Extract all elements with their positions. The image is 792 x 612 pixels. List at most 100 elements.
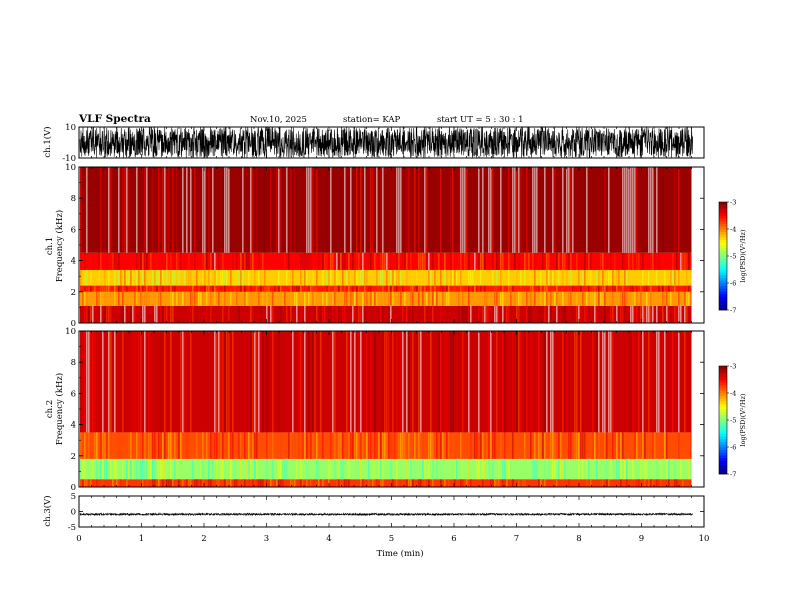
ch1-spectrogram-column xyxy=(280,285,282,292)
ch1-spectrogram-column xyxy=(96,291,98,306)
ch1-spectrogram-column xyxy=(626,167,628,253)
ch1-colorbar-swatch xyxy=(719,212,727,216)
ch2-spectrogram-column xyxy=(380,331,382,433)
ch1-spectrogram-column xyxy=(658,252,660,270)
ch2-spectrogram-column xyxy=(192,458,194,480)
ch2-spectrogram-column xyxy=(88,331,90,433)
ch2-spectrogram-column xyxy=(474,432,476,459)
ch1-spectrogram-column xyxy=(604,291,606,306)
ch1-spectrogram-column xyxy=(88,285,90,292)
ch1-spectrogram-column xyxy=(168,167,170,253)
ch2-spectrogram-column xyxy=(664,432,666,459)
ch2-spectrogram-column xyxy=(418,479,420,487)
ch1-spectrogram-column xyxy=(542,252,544,270)
ch2-spectrogram-column xyxy=(188,432,190,459)
ch1-spectrogram-column xyxy=(612,252,614,270)
ch1-spectrogram-column xyxy=(640,291,642,306)
ch2-spectrogram-column xyxy=(156,479,158,487)
ch1-spectrogram-column xyxy=(236,269,238,286)
ch2-spectrogram-column xyxy=(550,432,552,459)
ch1-spectrogram-column xyxy=(422,252,424,270)
ch2-spectrogram-column xyxy=(252,432,254,459)
time-axis-label: Time (min) xyxy=(376,548,423,559)
ch2-spectrogram-column xyxy=(280,432,282,459)
ch1-spectrogram-column xyxy=(398,269,400,286)
ch1-spectrogram-column xyxy=(538,285,540,292)
ch2-spectrogram-column xyxy=(208,458,210,480)
ch2-spectrogram-column xyxy=(346,479,348,487)
ch1-spectrogram-column xyxy=(148,167,150,253)
ch2-spectrogram-column xyxy=(212,479,214,487)
ch1-spectrogram-column xyxy=(584,167,586,253)
ch1-spectrogram-column xyxy=(550,291,552,306)
ch1-spectrogram-column xyxy=(642,305,644,323)
ch2-spectrogram-column xyxy=(392,432,394,459)
ch2-spectrogram-column xyxy=(476,458,478,480)
ch2-spectrogram-column xyxy=(280,458,282,480)
ch2-spectrogram-column xyxy=(360,432,362,459)
ch2-spectrogram-column xyxy=(254,458,256,480)
ch2-spectrogram-column xyxy=(372,479,374,487)
ch1-spectrogram-column xyxy=(290,269,292,286)
ch1-spectrogram-column xyxy=(286,269,288,286)
ch2-spectrogram-column xyxy=(500,432,502,459)
ch2-spectrogram-column xyxy=(190,479,192,487)
ch1-spectrogram-column xyxy=(310,305,312,323)
ch1-spectrogram-column xyxy=(312,269,314,286)
ch1-spectrogram-column xyxy=(312,291,314,306)
ch1-spectrogram-column xyxy=(304,269,306,286)
ch1-spectrogram-column xyxy=(194,252,196,270)
ch2-spectrogram-column xyxy=(92,331,94,433)
ch1-spectrogram-column xyxy=(458,167,460,253)
ch1-spectrogram-column xyxy=(362,252,364,270)
ch1-spectrogram-column xyxy=(656,305,658,323)
ch1-spectrogram-column xyxy=(394,285,396,292)
ch2-spectrogram-column xyxy=(222,432,224,459)
ch1-spectrogram-column xyxy=(362,305,364,323)
ch1-spectrogram-column xyxy=(572,305,574,323)
ch3-waveform-ytick-label: 5 xyxy=(71,492,76,502)
ch2-spectrogram-ytick-label: 6 xyxy=(71,389,76,399)
ch2-spectrogram-column xyxy=(592,432,594,459)
ch2-spectrogram-column xyxy=(182,331,184,433)
ch2-spectrogram-column xyxy=(214,432,216,459)
ch2-spectrogram-column xyxy=(422,458,424,480)
ch2-spectrogram-column xyxy=(446,458,448,480)
ch2-spectrogram-column xyxy=(200,479,202,487)
ch1-spectrogram-column xyxy=(190,167,192,253)
ch2-spectrogram-column xyxy=(592,331,594,433)
ch1-spectrogram-column xyxy=(358,285,360,292)
ch1-spectrogram-column xyxy=(296,305,298,323)
ch1-spectrogram-column xyxy=(690,291,692,306)
ch2-spectrogram-column xyxy=(136,458,138,480)
ch1-colorbar-swatch xyxy=(719,288,727,292)
ch1-spectrogram-column xyxy=(646,285,648,292)
ch1-spectrogram-column xyxy=(132,291,134,306)
ch1-spectrogram-column xyxy=(282,167,284,253)
ch1-spectrogram-column xyxy=(652,305,654,323)
ch2-spectrogram-column xyxy=(416,458,418,480)
ch1-spectrogram-column xyxy=(400,167,402,253)
ch1-spectrogram-column xyxy=(262,252,264,270)
ch1-spectrogram-column xyxy=(140,252,142,270)
ch2-spectrogram-column xyxy=(548,331,550,433)
ch1-spectrogram-column xyxy=(192,252,194,270)
ch2-spectrogram-column xyxy=(506,479,508,487)
ch1-spectrogram-column xyxy=(202,285,204,292)
ch2-spectrogram-column xyxy=(220,458,222,480)
ch1-spectrogram-column xyxy=(84,291,86,306)
ch1-spectrogram-column xyxy=(586,291,588,306)
ch2-spectrogram-column xyxy=(690,432,692,459)
ch1-colorbar-swatch xyxy=(719,226,727,230)
ch1-spectrogram-column xyxy=(182,291,184,306)
ch1-spectrogram-column xyxy=(608,167,610,253)
ch1-spectrogram-column xyxy=(400,269,402,286)
ch1-spectrogram-column xyxy=(672,285,674,292)
ch2-spectrogram-column xyxy=(164,432,166,459)
ch2-spectrogram-column xyxy=(266,432,268,459)
ch1-spectrogram-column xyxy=(424,285,426,292)
ch2-spectrogram-column xyxy=(148,458,150,480)
time-axis-tick-label: 7 xyxy=(514,534,519,544)
ch2-spectrogram-column xyxy=(382,479,384,487)
ch1-spectrogram-column xyxy=(590,291,592,306)
